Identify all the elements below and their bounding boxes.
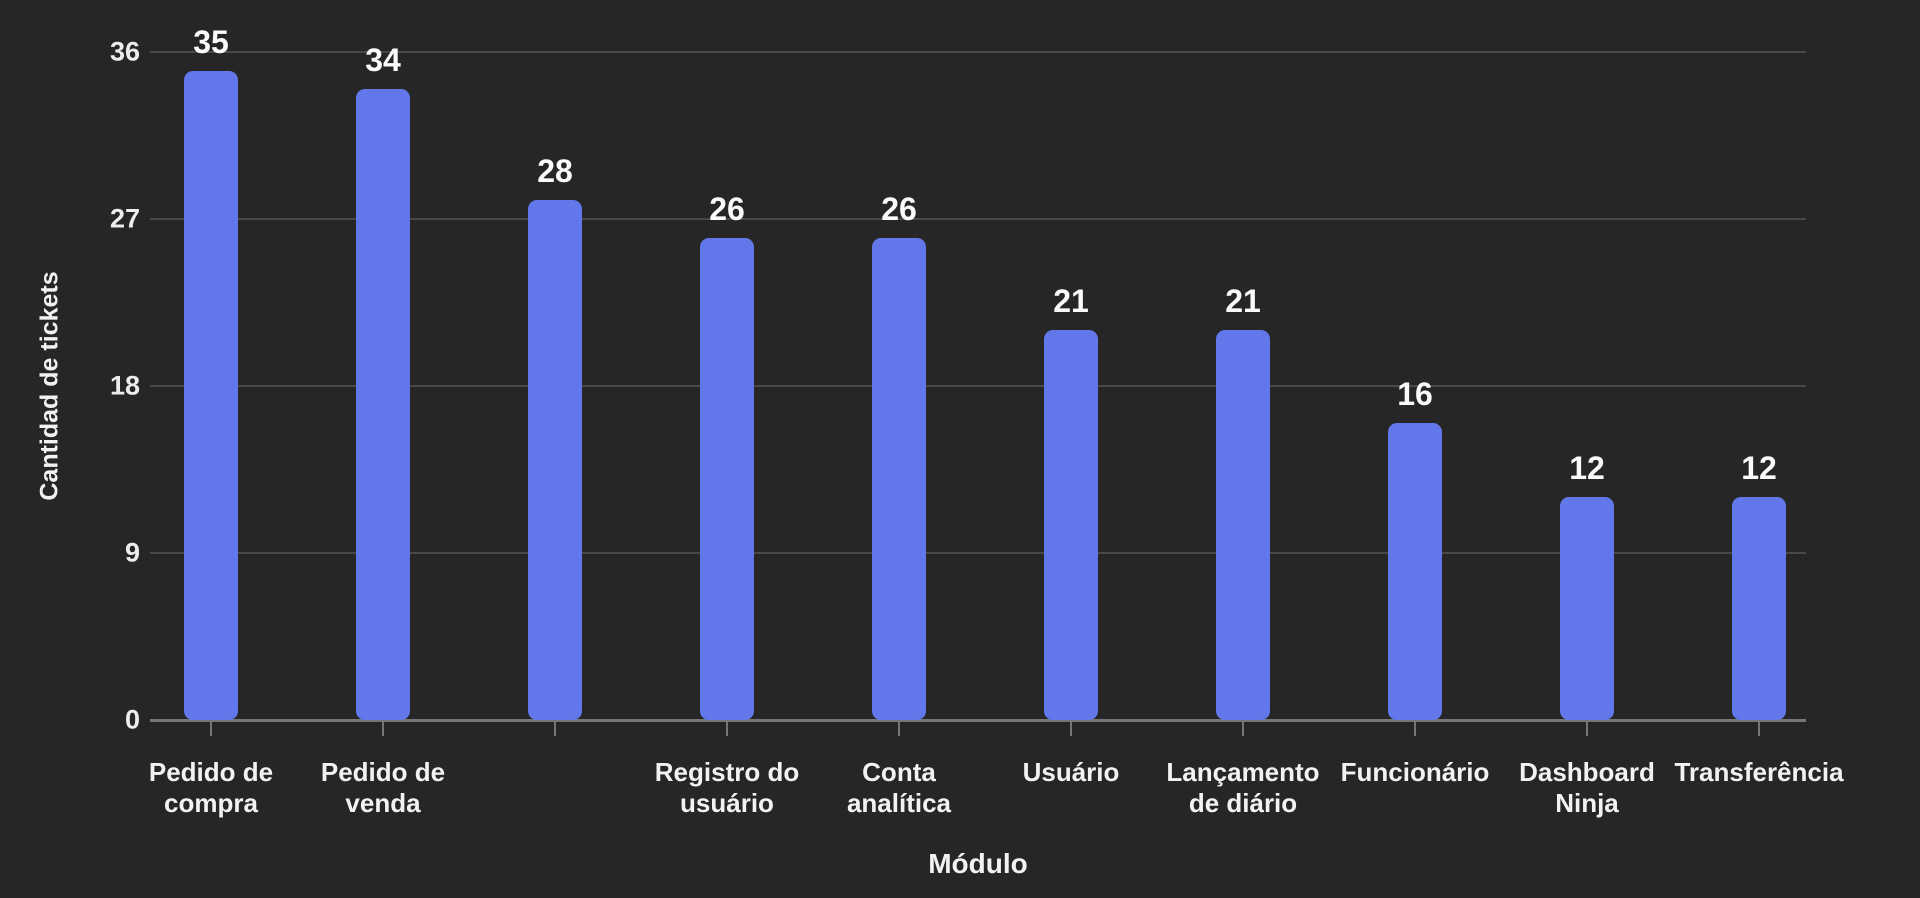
bar-value-label: 12 [1741, 450, 1777, 487]
category-label: Lançamento de diário [1166, 757, 1320, 818]
y-axis-tick-label: 0 [124, 704, 140, 735]
bar [528, 200, 582, 720]
gridline [150, 385, 1806, 387]
bar-value-label: 16 [1397, 376, 1433, 413]
gridline [150, 552, 1806, 554]
bar-value-label: 35 [193, 23, 229, 60]
x-axis-tick-mark [1242, 722, 1244, 736]
bar [184, 70, 238, 720]
x-axis-tick-mark [1070, 722, 1072, 736]
x-axis-tick-mark [1758, 722, 1760, 736]
x-axis-tick-mark [726, 722, 728, 736]
bar [1732, 497, 1786, 720]
bar-value-label: 26 [881, 190, 917, 227]
x-axis-title: Módulo [928, 848, 1028, 879]
y-axis-tick-label: 9 [124, 537, 140, 568]
y-axis-tick-label: 18 [109, 370, 140, 401]
bar-value-label: 21 [1053, 283, 1089, 320]
y-axis-tick-label: 36 [109, 36, 140, 67]
bar-value-label: 26 [709, 190, 745, 227]
category-label: Conta analítica [846, 757, 952, 818]
bar-value-label: 34 [365, 42, 401, 79]
x-axis-tick-mark [1586, 722, 1588, 736]
category-label: Pedido de compra [148, 757, 274, 818]
bar [872, 237, 926, 720]
category-label: Pedido de venda [320, 757, 446, 818]
bar [1560, 497, 1614, 720]
x-axis-tick-mark [210, 722, 212, 736]
bar [1388, 423, 1442, 720]
bar [700, 237, 754, 720]
x-axis-tick-mark [382, 722, 384, 736]
bar [1216, 330, 1270, 720]
x-axis-tick-mark [898, 722, 900, 736]
y-axis-title: Cantidad de tickets [35, 271, 64, 501]
bar-value-label: 21 [1225, 283, 1261, 320]
x-axis-tick-mark [554, 722, 556, 736]
bar-value-label: 28 [537, 153, 573, 190]
category-label: Registro do usuário [654, 757, 800, 818]
category-label: Usuário [1022, 757, 1120, 787]
gridline [150, 51, 1806, 53]
x-axis-line [150, 719, 1806, 722]
bar-value-label: 12 [1569, 450, 1605, 487]
gridline [150, 218, 1806, 220]
y-axis-tick-label: 27 [109, 203, 140, 234]
category-label: Transferência [1674, 757, 1844, 787]
bar [356, 89, 410, 720]
category-label: Funcionário [1340, 757, 1490, 787]
category-label: Dashboard Ninja [1519, 757, 1655, 818]
x-axis-tick-mark [1414, 722, 1416, 736]
bar [1044, 330, 1098, 720]
